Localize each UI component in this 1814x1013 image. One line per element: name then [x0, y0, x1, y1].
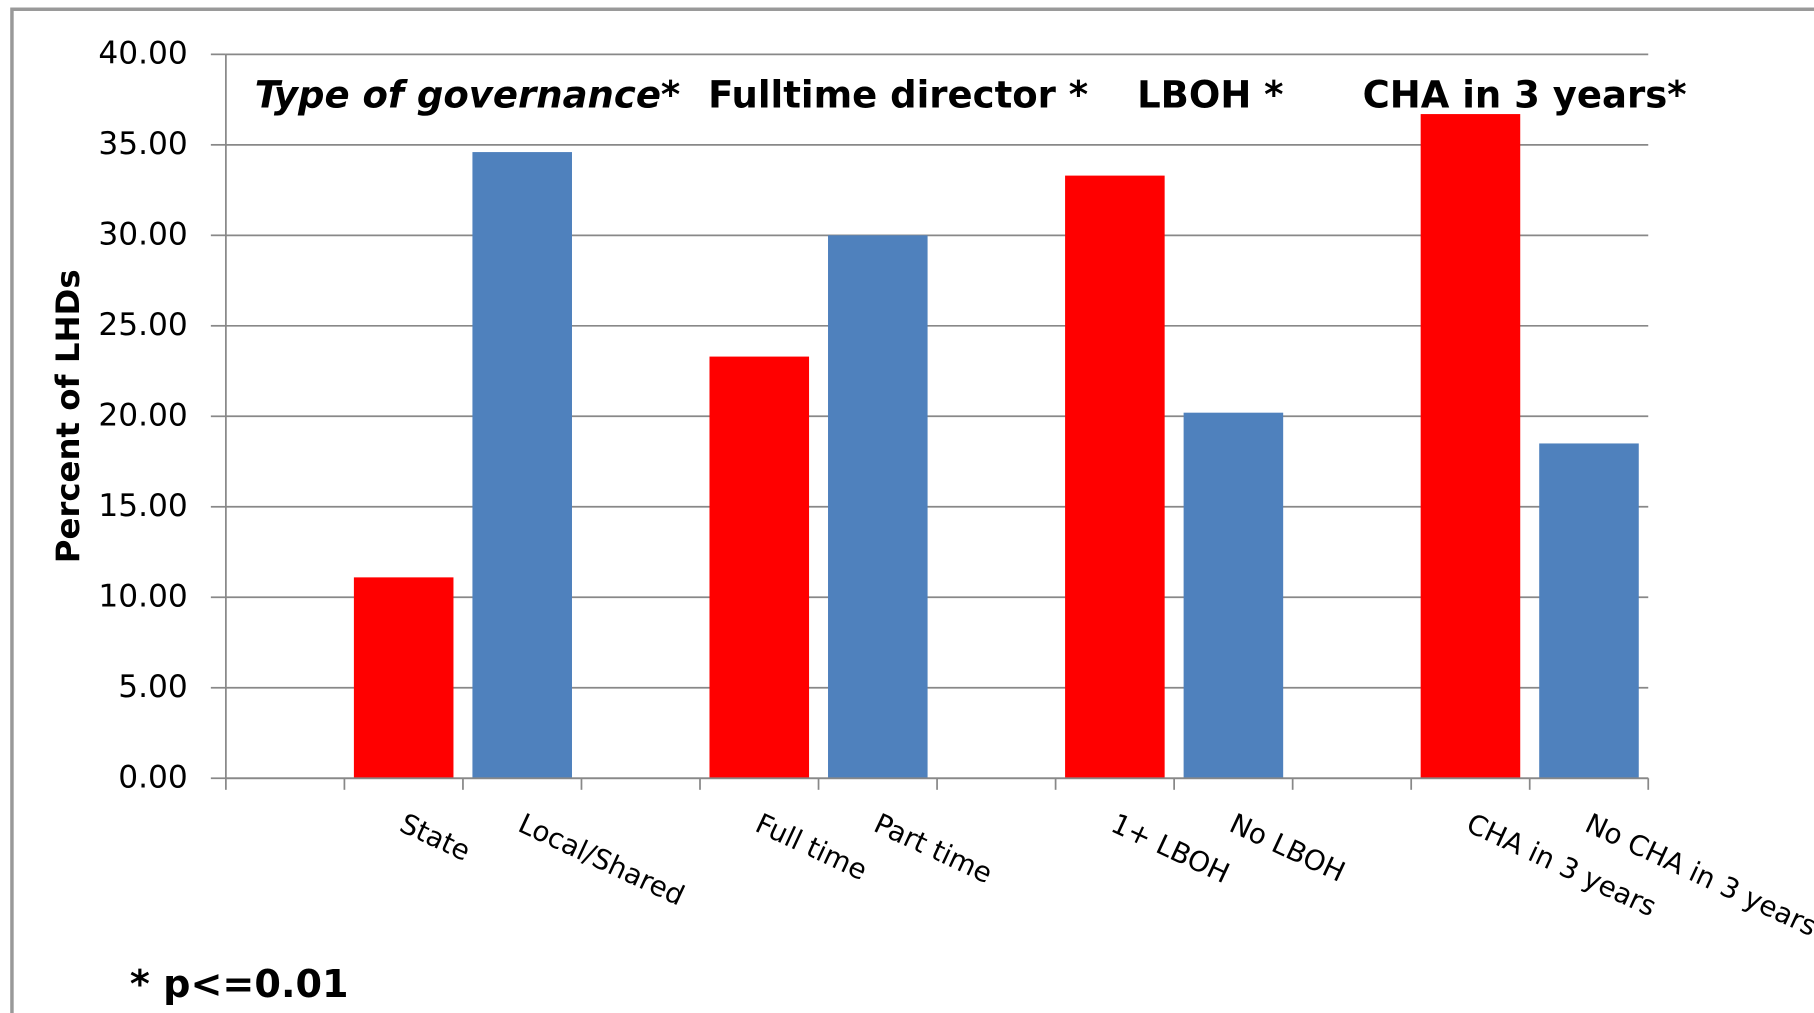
- group-annotation: Type of governance*: [255, 74, 680, 117]
- bar: [1539, 443, 1639, 779]
- frame: [10, 7, 1814, 1013]
- bar: [1420, 114, 1521, 779]
- bar: [1065, 175, 1165, 779]
- x-tick-label: Local/Shared: [513, 807, 689, 913]
- x-tick-label: Full time: [751, 807, 873, 887]
- y-axis-label: Percent of LHDs: [49, 269, 87, 563]
- y-tick-label: 25.00: [98, 307, 187, 343]
- group-annotation: CHA in 3 years*: [1363, 74, 1687, 117]
- group-annotation: Fulltime director *: [708, 74, 1088, 117]
- y-tick-label: 5.00: [118, 669, 188, 705]
- x-tick-label: No LBOH: [1225, 807, 1351, 889]
- bar: [709, 356, 810, 779]
- y-tick-label: 0.00: [118, 759, 188, 795]
- y-tick-label: 40.00: [98, 35, 187, 71]
- y-tick-label: 35.00: [98, 126, 187, 162]
- y-tick-label: 10.00: [98, 578, 187, 614]
- footnote: * p<=0.01: [130, 962, 349, 1006]
- bar: [1183, 412, 1284, 779]
- bar: [472, 152, 572, 779]
- y-tick-label: 30.00: [98, 216, 187, 252]
- y-tick-label: 20.00: [98, 397, 187, 433]
- bar: [828, 235, 928, 779]
- group-annotation: LBOH *: [1137, 74, 1283, 117]
- x-tick-label: Part time: [869, 807, 997, 890]
- bar: [353, 577, 454, 779]
- y-tick-label: 15.00: [98, 488, 187, 524]
- x-tick-label: State: [395, 807, 476, 868]
- x-tick-label: 1+ LBOH: [1106, 807, 1235, 890]
